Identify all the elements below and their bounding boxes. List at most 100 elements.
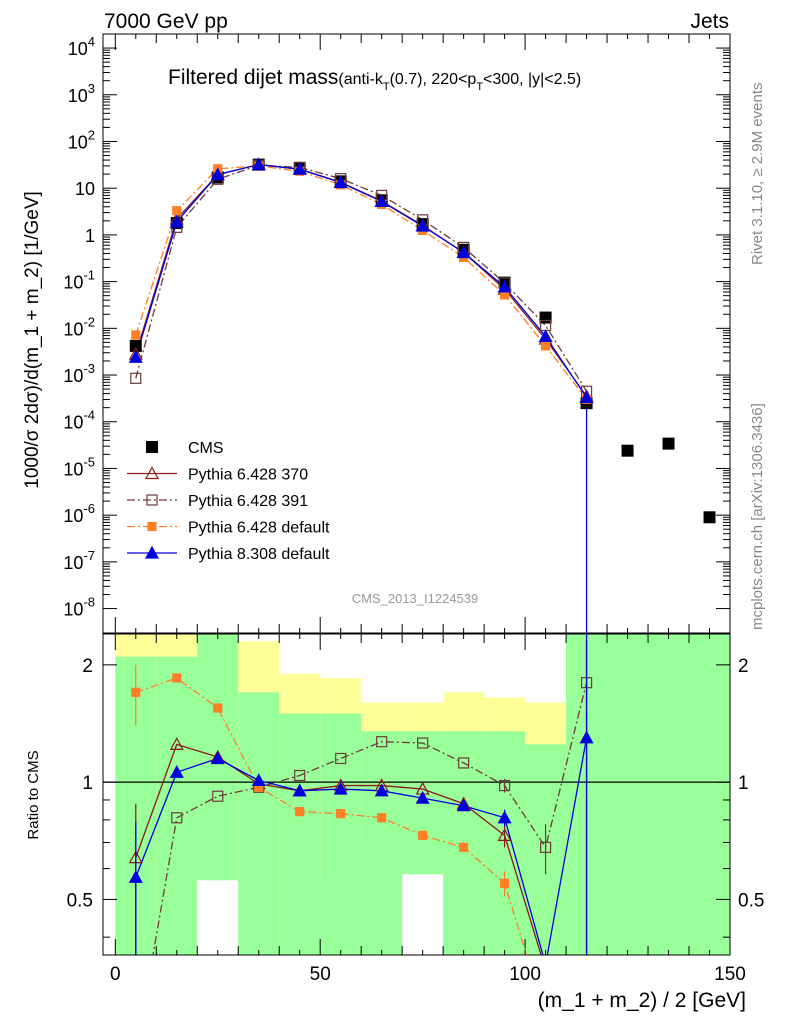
y-tick-label: 10-4 xyxy=(63,408,95,433)
main-series-point xyxy=(128,350,143,363)
main-series-point xyxy=(131,330,141,340)
main-series-line xyxy=(135,163,588,397)
x-tick-label: 50 xyxy=(310,964,331,985)
ratio-series-point xyxy=(376,736,388,748)
ratio-series-point xyxy=(418,830,428,840)
mcplots-label: mcplots.cern.ch [arXiv:1306.3436] xyxy=(749,403,766,630)
main-series-line xyxy=(135,165,588,400)
y-tick-label: 10-7 xyxy=(63,548,95,573)
legend-label: Pythia 6.428 391 xyxy=(188,493,308,510)
legend-marker xyxy=(147,521,157,532)
main-title: Filtered dijet mass(anti-kT(0.7), 220<pT… xyxy=(168,66,581,93)
main-series-point xyxy=(169,214,184,228)
uncertainty-bands xyxy=(115,634,730,955)
ratio-series-point xyxy=(497,828,512,841)
main-series-point xyxy=(210,167,225,181)
main-series-point xyxy=(540,341,551,351)
ratio-y-tick-label-right: 2 xyxy=(738,656,749,677)
legend-marker xyxy=(146,441,158,453)
band-green xyxy=(238,692,280,955)
ratio-series-point xyxy=(294,769,306,782)
main-series-line xyxy=(135,164,588,392)
subtitle-sub-t: T xyxy=(383,81,390,93)
main-series-point xyxy=(130,372,142,384)
main-subtitle: (anti-kT(0.7), 220<pT<300, |y|<2.5) xyxy=(338,71,581,93)
y-tick-label: 10-3 xyxy=(63,361,95,386)
ratio-plot-frame xyxy=(102,633,731,956)
band-white xyxy=(197,880,239,955)
ratio-axes: 0 50 100 150 0.5 0.5 1 1 2 2 xyxy=(67,634,764,985)
legend-label: CMS xyxy=(188,440,224,457)
ratio-series-point xyxy=(131,687,141,697)
main-series-point xyxy=(374,194,389,208)
ratio-series-point xyxy=(539,841,552,853)
ratio-series-point xyxy=(499,779,511,792)
main-series-point xyxy=(292,161,307,175)
ratio-series-line xyxy=(152,682,588,955)
legend-label: Pythia 6.428 370 xyxy=(188,467,308,484)
y-tick-label: 1 xyxy=(85,226,95,246)
main-series-point xyxy=(172,206,182,216)
ratio-series-point xyxy=(497,810,512,824)
ratio-series-point xyxy=(540,959,552,970)
ratio-series-point xyxy=(415,790,430,804)
main-series-point xyxy=(579,390,594,404)
ratio-series-point xyxy=(579,730,594,744)
main-series-point xyxy=(415,218,430,232)
y-tick-exponent: -3 xyxy=(83,361,95,376)
y-tick-exponent: -1 xyxy=(83,268,95,283)
main-series-point xyxy=(456,245,471,259)
legend-marker xyxy=(146,494,158,506)
main-series-point xyxy=(497,279,512,293)
x-tick-label: 150 xyxy=(714,964,746,985)
ratio-series-point xyxy=(456,798,471,812)
ratio-series-point xyxy=(336,809,346,819)
ratio-ylabel: Ratio to CMS xyxy=(25,750,42,839)
x-tick-label: 100 xyxy=(509,964,541,985)
main-axes: 10-8 10-7 10-6 10-5 10-4 10-3 10-2 10-1 1 10 102 10… xyxy=(63,33,731,633)
legend-label: Pythia 6.428 default xyxy=(188,520,330,537)
main-plot-frame xyxy=(102,33,731,634)
ratio-y-tick-label-right: 1 xyxy=(738,773,749,794)
band-green xyxy=(484,731,526,955)
ratio-series-point xyxy=(213,703,223,713)
band-green xyxy=(689,634,730,955)
ratio-series-point xyxy=(169,765,184,778)
ratio-series-point xyxy=(377,813,387,823)
cms-data-point xyxy=(621,444,634,457)
y-tick-exponent: -8 xyxy=(83,595,95,610)
ratio-series-point xyxy=(292,783,307,797)
ratio-xlabel: (m_1 + m_2) / 2 [GeV] xyxy=(538,989,746,1012)
main-ylabel: 1000/σ 2dσ)/d(m_1 + m_2) [1/GeV] xyxy=(22,191,43,489)
band-green xyxy=(361,731,403,955)
y-tick-label: 104 xyxy=(68,34,95,59)
band-green xyxy=(443,731,485,955)
ratio-series-point xyxy=(251,773,266,787)
y-tick-label: 10 xyxy=(75,179,95,199)
main-series-layer xyxy=(128,157,716,633)
main-series-point xyxy=(251,157,266,171)
band-green xyxy=(648,634,690,955)
legend-marker xyxy=(144,466,160,480)
legend-marker xyxy=(144,545,160,559)
ratio-y-tick-label: 0.5 xyxy=(67,890,93,911)
ratio-series-point xyxy=(542,1013,550,1021)
ratio-series-point xyxy=(295,807,305,817)
cms-data-point xyxy=(539,311,552,324)
ratio-y-tick-label: 2 xyxy=(82,656,93,677)
y-tick-label: 10-8 xyxy=(63,595,95,620)
ratio-series-point xyxy=(212,790,224,802)
y-tick-label: 10-5 xyxy=(63,454,95,479)
main-series-line xyxy=(135,163,588,398)
ratio-series-point xyxy=(210,751,225,765)
y-tick-label: 102 xyxy=(68,127,95,152)
x-tick-label: 0 xyxy=(110,964,121,985)
legend-label: Pythia 8.308 default xyxy=(188,546,330,563)
ratio-series-point xyxy=(374,783,389,797)
main-series-point xyxy=(538,329,553,343)
ratio-series-layer xyxy=(128,634,594,1021)
subtitle-sub-t2: T xyxy=(476,81,483,93)
y-tick-exponent: -2 xyxy=(83,314,95,329)
cms-data-point xyxy=(703,511,716,524)
